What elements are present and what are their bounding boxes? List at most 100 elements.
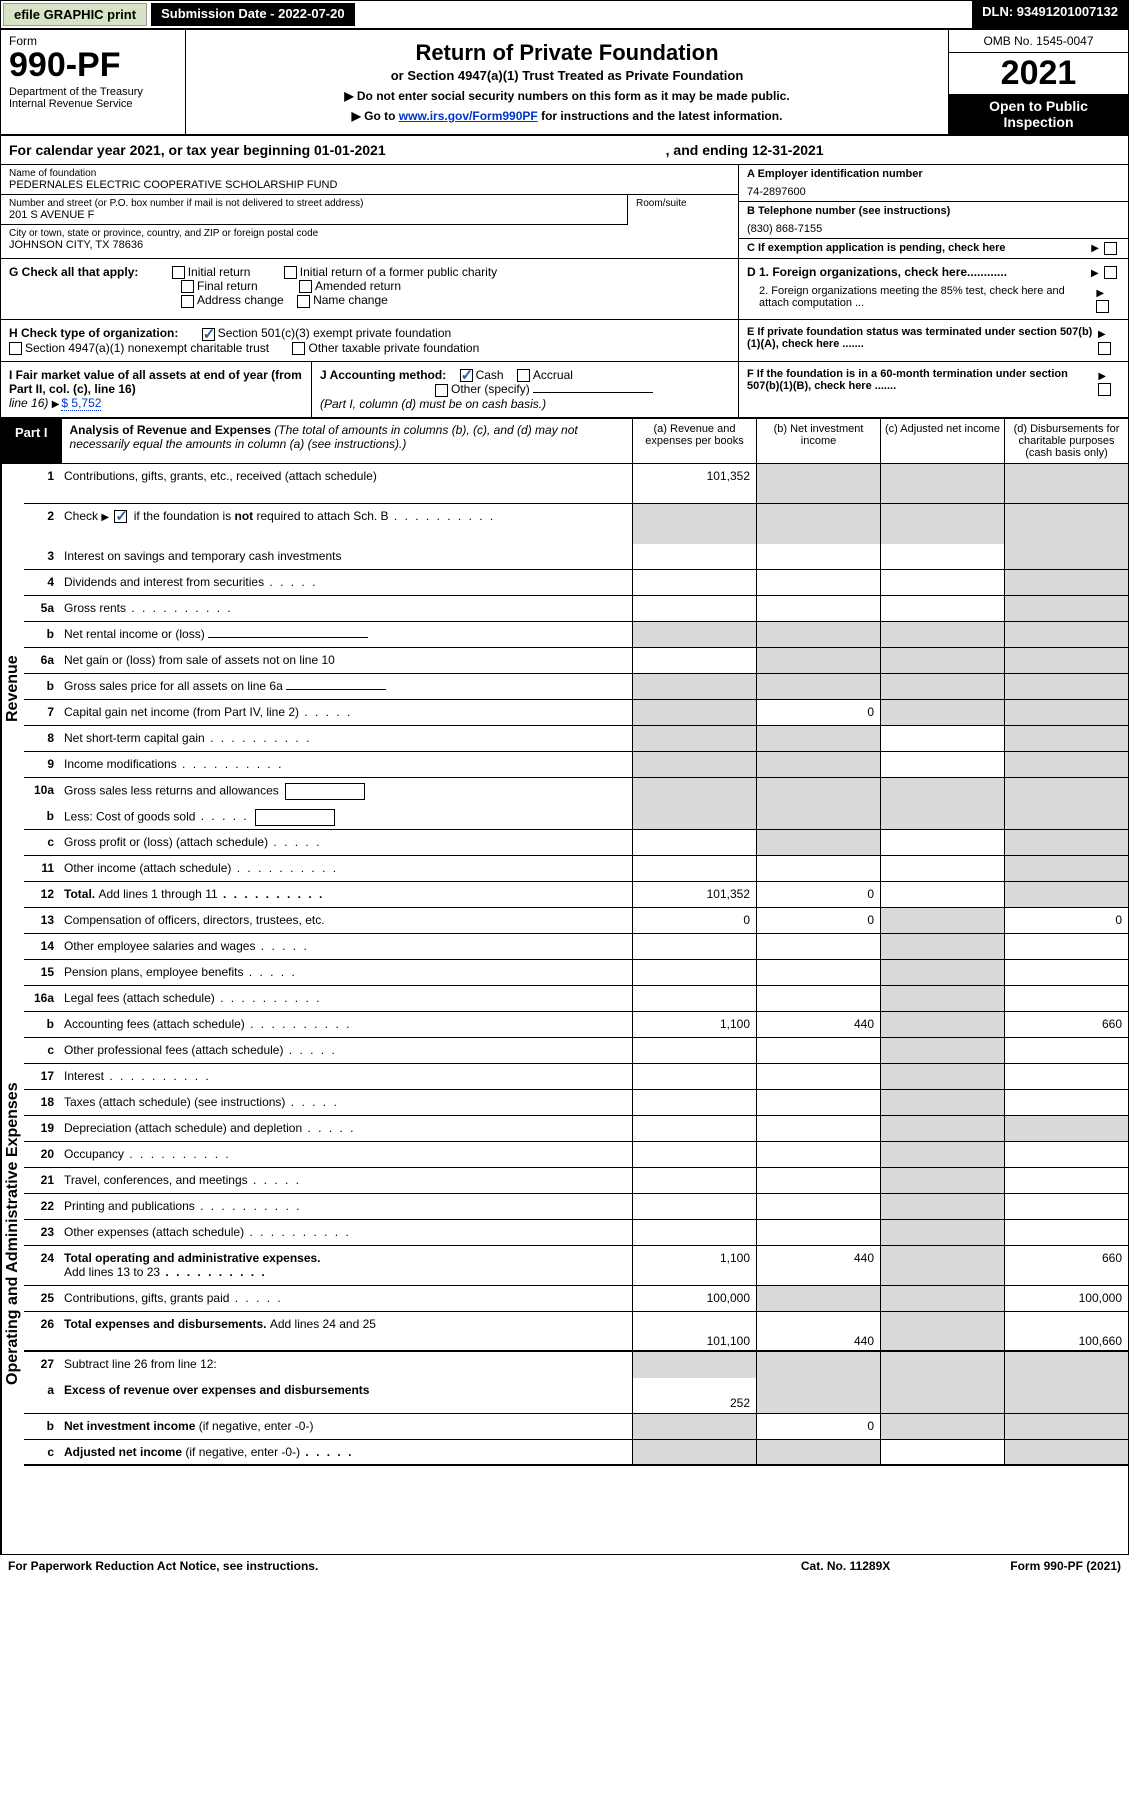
arrow-icon [1091, 265, 1101, 279]
row-27c-desc: Adjusted net income (if negative, enter … [60, 1440, 632, 1464]
header-title-block: Return of Private Foundation or Section … [186, 30, 948, 134]
ein-value: 74-2897600 [747, 186, 1120, 198]
calendar-year-row: For calendar year 2021, or tax year begi… [1, 136, 1128, 165]
row-14-desc: Other employee salaries and wages [60, 934, 632, 959]
block-f: F If the foundation is in a 60-month ter… [738, 362, 1128, 417]
h-501c3-checkbox[interactable] [202, 328, 215, 341]
j-accrual-checkbox[interactable] [517, 369, 530, 382]
h-other-label: Other taxable private foundation [308, 341, 479, 355]
g-initial-public-checkbox[interactable] [284, 266, 297, 279]
row-16a-desc: Legal fees (attach schedule) [60, 986, 632, 1011]
row-16b-desc: Accounting fees (attach schedule) [60, 1012, 632, 1037]
exemption-pending-cell: C If exemption application is pending, c… [739, 239, 1128, 258]
j-other-checkbox[interactable] [435, 384, 448, 397]
row-27b-desc: Net investment income (if negative, ente… [60, 1414, 632, 1439]
e-checkbox[interactable] [1098, 342, 1111, 355]
block-d: D 1. Foreign organizations, check here..… [738, 259, 1128, 320]
address-cell: Number and street (or P.O. box number if… [1, 195, 628, 225]
h-4947-checkbox[interactable] [9, 342, 22, 355]
r27a-a: 252 [632, 1378, 756, 1413]
r26-a: 101,100 [632, 1312, 756, 1350]
row-4-desc: Dividends and interest from securities [60, 570, 632, 595]
row-19-desc: Depreciation (attach schedule) and deple… [60, 1116, 632, 1141]
g-initial-checkbox[interactable] [172, 266, 185, 279]
row-10a-desc: Gross sales less returns and allowances [60, 778, 632, 804]
r24-b: 440 [756, 1246, 880, 1285]
row-21-desc: Travel, conferences, and meetings [60, 1168, 632, 1193]
g-initial-public-label: Initial return of a former public charit… [300, 265, 497, 279]
row-27a-desc: Excess of revenue over expenses and disb… [60, 1378, 632, 1413]
schb-checkbox[interactable] [114, 510, 127, 523]
r24-a: 1,100 [632, 1246, 756, 1285]
tax-year: 2021 [949, 53, 1128, 94]
row-10c-desc: Gross profit or (loss) (attach schedule) [60, 830, 632, 855]
row-22-desc: Printing and publications [60, 1194, 632, 1219]
g-name-label: Name change [313, 293, 388, 307]
addr-label: Number and street (or P.O. box number if… [9, 198, 619, 209]
dln-badge: DLN: 93491201007132 [972, 1, 1128, 28]
row-18-desc: Taxes (attach schedule) (see instruction… [60, 1090, 632, 1115]
d2-checkbox[interactable] [1096, 300, 1109, 313]
row-26-desc: Total expenses and disbursements. Add li… [60, 1312, 632, 1350]
row-13-desc: Compensation of officers, directors, tru… [60, 908, 632, 933]
col-d-header: (d) Disbursements for charitable purpose… [1004, 419, 1128, 463]
room-suite-cell: Room/suite [628, 195, 738, 225]
row-5b-desc: Net rental income or (loss) [60, 622, 632, 647]
h-other-checkbox[interactable] [292, 342, 305, 355]
arrow-icon [101, 509, 111, 523]
g-address-label: Address change [197, 293, 284, 307]
r13-b: 0 [756, 908, 880, 933]
r26-b: 440 [756, 1312, 880, 1350]
top-bar: efile GRAPHIC print Submission Date - 20… [1, 1, 1128, 30]
g-initial-label: Initial return [188, 265, 251, 279]
revenue-side-label: Revenue [1, 464, 24, 914]
irs-link[interactable]: www.irs.gov/Form990PF [399, 109, 538, 123]
r1-a: 101,352 [632, 464, 756, 503]
note-suffix: for instructions and the latest informat… [538, 109, 783, 123]
g-name-checkbox[interactable] [297, 295, 310, 308]
row-12-desc: Total. Add lines 1 through 11 [60, 882, 632, 907]
r16b-b: 440 [756, 1012, 880, 1037]
f-checkbox[interactable] [1098, 383, 1111, 396]
ein-cell: A Employer identification number 74-2897… [739, 165, 1128, 202]
city-state-zip: JOHNSON CITY, TX 78636 [9, 239, 730, 251]
footer-right: Form 990-PF (2021) [1010, 1559, 1121, 1573]
f-label: F If the foundation is in a 60-month ter… [747, 368, 1098, 392]
g-final-checkbox[interactable] [181, 280, 194, 293]
g-address-checkbox[interactable] [181, 295, 194, 308]
address: 201 S AVENUE F [9, 209, 619, 221]
arrow-icon [1096, 285, 1106, 299]
j-cash-checkbox[interactable] [460, 369, 473, 382]
arrow-icon [1098, 326, 1108, 340]
e-label: E If private foundation status was termi… [747, 326, 1098, 350]
tel-label: B Telephone number (see instructions) [747, 205, 1120, 217]
form-title: Return of Private Foundation [206, 40, 928, 66]
part1-header: Part I Analysis of Revenue and Expenses … [1, 419, 1128, 464]
efile-print-button[interactable]: efile GRAPHIC print [3, 3, 147, 26]
c-checkbox[interactable] [1104, 242, 1117, 255]
form-subtitle: or Section 4947(a)(1) Trust Treated as P… [206, 68, 928, 83]
j-accrual-label: Accrual [533, 368, 573, 382]
j-cash-label: Cash [476, 368, 504, 382]
r25-d: 100,000 [1004, 1286, 1128, 1311]
r25-a: 100,000 [632, 1286, 756, 1311]
g-amended-checkbox[interactable] [299, 280, 312, 293]
telephone-cell: B Telephone number (see instructions) (8… [739, 202, 1128, 239]
note-ssn: ▶ Do not enter social security numbers o… [206, 89, 928, 103]
d1-checkbox[interactable] [1104, 266, 1117, 279]
block-h: H Check type of organization: Section 50… [1, 320, 738, 361]
footer-left: For Paperwork Reduction Act Notice, see … [8, 1559, 318, 1573]
cal-year-begin: For calendar year 2021, or tax year begi… [9, 142, 386, 158]
open-inspection-badge: Open to Public Inspection [949, 94, 1128, 134]
arrow-icon [52, 396, 62, 410]
r13-a: 0 [632, 908, 756, 933]
foundation-name: PEDERNALES ELECTRIC COOPERATIVE SCHOLARS… [9, 179, 730, 191]
h-501c3-label: Section 501(c)(3) exempt private foundat… [218, 326, 451, 340]
col-c-header: (c) Adjusted net income [880, 419, 1004, 463]
form-number: 990-PF [9, 48, 177, 82]
col-a-header: (a) Revenue and expenses per books [632, 419, 756, 463]
row-17-desc: Interest [60, 1064, 632, 1089]
arrow-icon [1091, 242, 1101, 254]
block-i: I Fair market value of all assets at end… [1, 362, 311, 417]
row-11-desc: Other income (attach schedule) [60, 856, 632, 881]
